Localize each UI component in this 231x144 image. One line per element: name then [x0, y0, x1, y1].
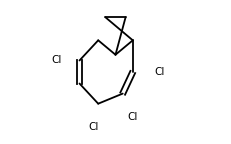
Text: Cl: Cl [154, 67, 165, 77]
Text: Cl: Cl [52, 55, 62, 66]
Text: Cl: Cl [127, 112, 137, 122]
Text: Cl: Cl [89, 122, 99, 132]
